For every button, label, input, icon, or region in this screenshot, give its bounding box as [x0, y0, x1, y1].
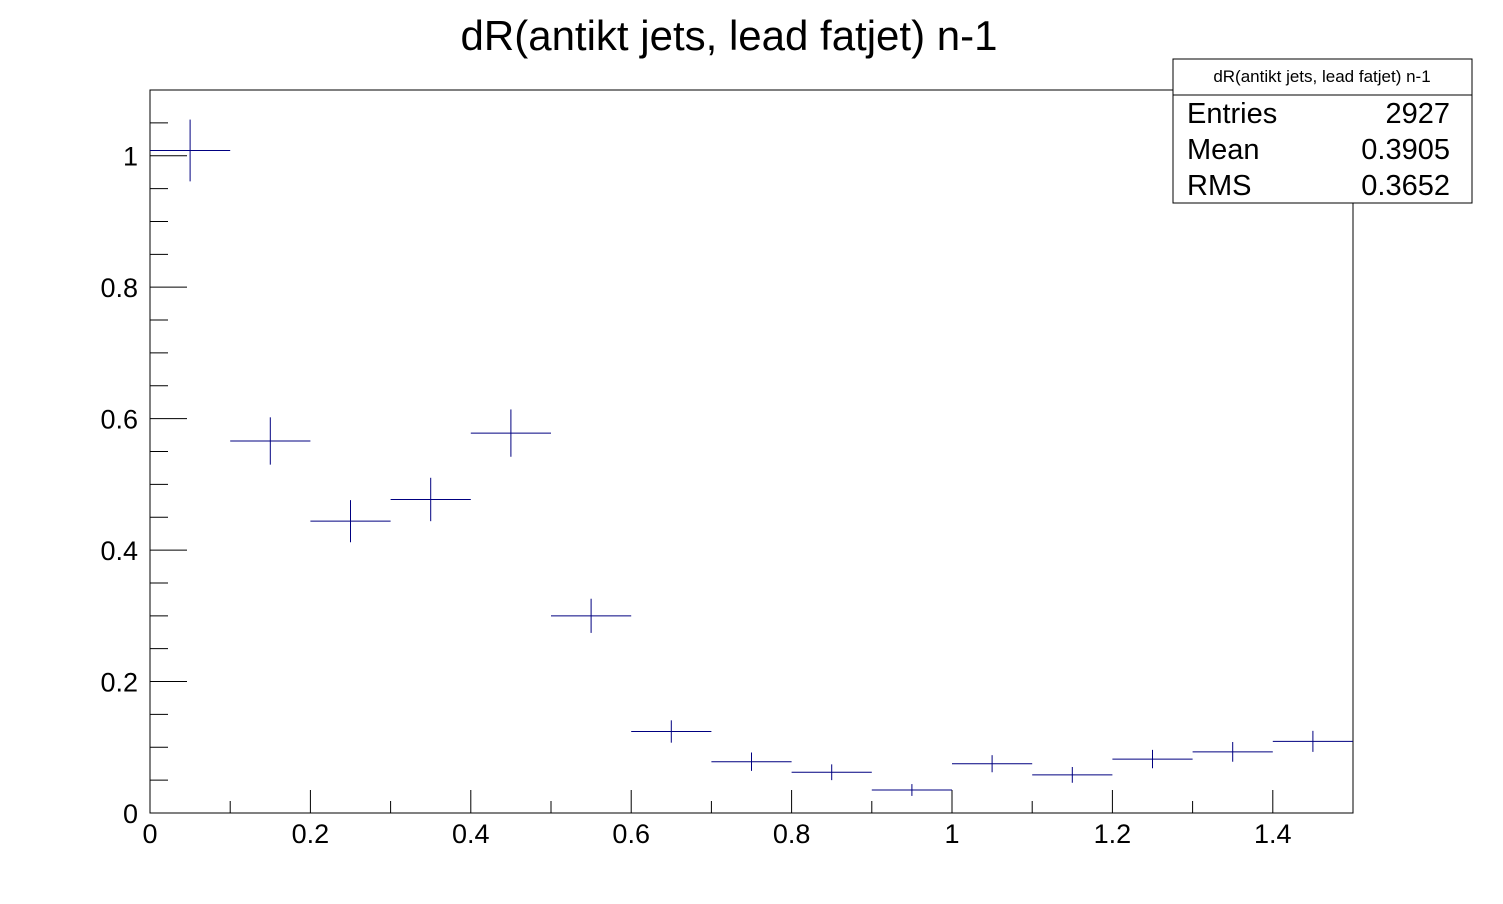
x-tick-label: 0	[142, 819, 157, 849]
data-point	[551, 598, 632, 633]
data-point	[390, 477, 471, 522]
x-axis: 0 0.2 0.4 0.6 0.8 1 1.2 1.4	[142, 790, 1354, 849]
x-tick-label: 1	[944, 819, 959, 849]
stats-rms-value: 0.3652	[1361, 170, 1450, 202]
data-point	[150, 119, 231, 182]
y-tick-label: 0.4	[100, 536, 138, 566]
y-tick-label: 0.6	[100, 405, 138, 435]
x-tick-label: 1.4	[1254, 819, 1292, 849]
data-points	[150, 119, 1353, 796]
x-tick-label: 0.4	[452, 819, 490, 849]
x-tick-label: 0.6	[612, 819, 650, 849]
chart-title: dR(antikt jets, lead fatjet) n-1	[461, 12, 998, 59]
data-point	[631, 720, 712, 743]
y-tick-label: 1	[123, 142, 138, 172]
stats-box: dR(antikt jets, lead fatjet) n-1 Entries…	[1172, 58, 1473, 204]
data-point	[1032, 766, 1113, 783]
stats-box-frame	[1172, 58, 1473, 204]
data-point	[1112, 749, 1193, 769]
data-point	[1192, 742, 1273, 762]
stats-entries-value: 2927	[1385, 98, 1450, 130]
stats-rms-label: RMS	[1187, 170, 1251, 202]
y-tick-label: 0	[123, 799, 138, 829]
x-tick-label: 1.2	[1094, 819, 1132, 849]
data-point	[952, 755, 1033, 773]
stats-entries-label: Entries	[1187, 98, 1277, 130]
data-point	[470, 409, 551, 457]
data-point	[310, 500, 391, 543]
x-tick-label: 0.2	[292, 819, 330, 849]
stats-mean-value: 0.3905	[1361, 134, 1450, 166]
data-point	[1272, 730, 1353, 752]
stats-box-title: dR(antikt jets, lead fatjet) n-1	[1213, 67, 1430, 86]
y-axis: 0 0.2 0.4 0.6 0.8 1	[100, 89, 187, 829]
stats-mean-label: Mean	[1187, 134, 1260, 166]
data-point	[711, 752, 792, 771]
data-point	[791, 764, 872, 781]
x-tick-label: 0.8	[773, 819, 811, 849]
y-tick-label: 0.8	[100, 273, 138, 303]
y-tick-label: 0.2	[100, 668, 138, 698]
data-point	[871, 784, 952, 796]
data-point	[230, 417, 311, 465]
